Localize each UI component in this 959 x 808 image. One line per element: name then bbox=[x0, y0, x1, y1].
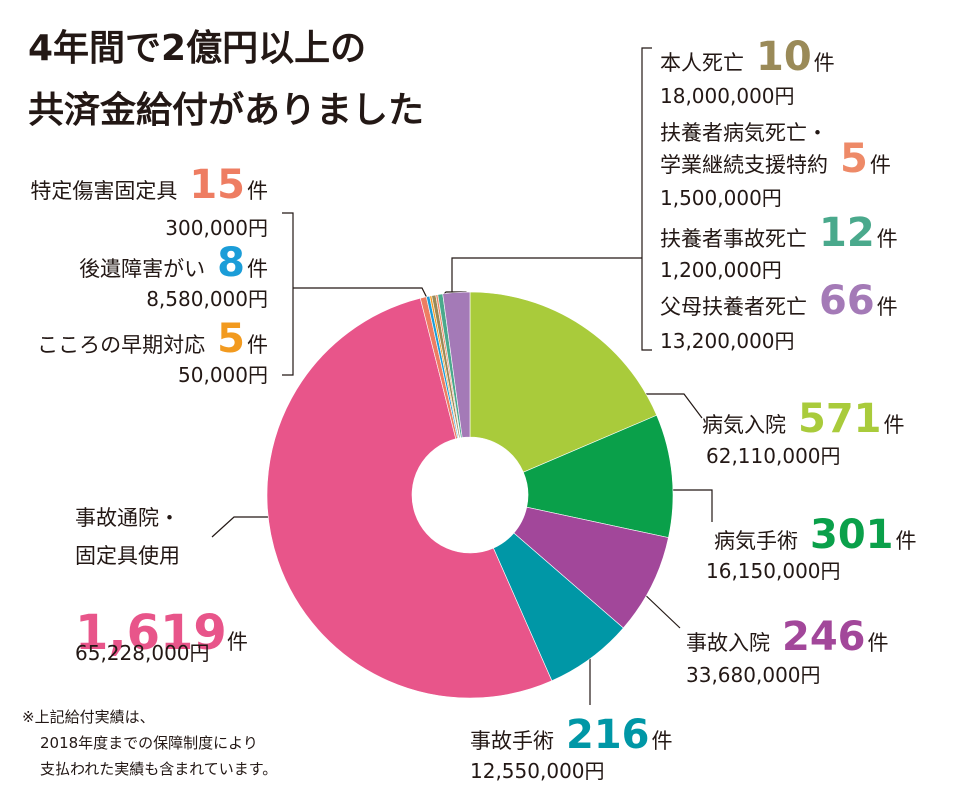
count-value: 15 bbox=[189, 162, 245, 208]
count-value: 571 bbox=[798, 396, 882, 442]
amount-label: 16,150,000円 bbox=[706, 559, 841, 583]
amount-label: 8,580,000円 bbox=[146, 287, 268, 311]
title-line: 共済金給付がありました bbox=[28, 89, 424, 131]
count-value: 5 bbox=[217, 316, 245, 362]
count-unit: 件 bbox=[884, 413, 905, 437]
category-label: 父母扶養者死亡 bbox=[660, 295, 807, 319]
count-value: 5 bbox=[840, 136, 868, 182]
category-label: 扶養者事故死亡 bbox=[660, 227, 807, 251]
count-value: 216 bbox=[566, 712, 650, 758]
category-label: 事故通院・ bbox=[75, 506, 180, 530]
leader-line bbox=[639, 589, 681, 629]
category-row: 後遺障害がい 8件 bbox=[79, 240, 268, 286]
donut-slice bbox=[442, 291, 471, 438]
category-label: 事故手術 bbox=[470, 729, 554, 753]
category-label: 扶養者病気死亡・ bbox=[660, 121, 828, 145]
footnote: 2018年度までの保障制度により bbox=[40, 734, 258, 752]
count-value: 10 bbox=[756, 34, 812, 80]
title-line: 4年間で2億円以上の bbox=[28, 28, 366, 69]
amount-label: 33,680,000円 bbox=[686, 663, 821, 687]
count-value: 246 bbox=[782, 614, 866, 660]
count-unit: 件 bbox=[227, 630, 248, 654]
count-unit: 件 bbox=[868, 631, 889, 655]
category-row: 病気入院 571件 bbox=[702, 396, 905, 442]
category-label: 事故入院 bbox=[686, 631, 770, 655]
count-unit: 件 bbox=[247, 179, 268, 203]
category-label: 病気手術 bbox=[714, 529, 798, 553]
leader-line bbox=[632, 393, 703, 419]
count-label: 1,619件 bbox=[75, 605, 248, 661]
amount-label: 1,200,000円 bbox=[660, 258, 782, 282]
count-value: 8 bbox=[217, 240, 245, 286]
count-value: 1,619 bbox=[75, 605, 227, 661]
count-unit: 件 bbox=[247, 333, 268, 357]
count-unit: 件 bbox=[652, 729, 673, 753]
category-row: 事故手術 216件 bbox=[470, 712, 673, 758]
category-row: 事故入院 246件 bbox=[686, 614, 889, 660]
category-label: 病気入院 bbox=[702, 413, 786, 437]
leader-line bbox=[672, 489, 713, 522]
amount-label: 65,228,000円 bbox=[75, 641, 210, 665]
category-row: 父母扶養者死亡 66件 bbox=[660, 278, 898, 324]
category-label: 本人死亡 bbox=[660, 51, 744, 75]
amount-label: 62,110,000円 bbox=[706, 444, 841, 468]
amount-label: 12,550,000円 bbox=[470, 759, 605, 783]
category-row: 扶養者事故死亡 12件 bbox=[660, 210, 898, 256]
count-value: 301 bbox=[810, 512, 894, 558]
category-label: 学業継続支援特約 bbox=[660, 153, 828, 177]
count-unit: 件 bbox=[814, 51, 835, 75]
donut-slice bbox=[266, 297, 553, 699]
count-value: 66 bbox=[819, 278, 875, 324]
count-unit: 件 bbox=[247, 257, 268, 281]
count-unit: 件 bbox=[896, 529, 917, 553]
category-row: 病気手術 301件 bbox=[714, 512, 917, 558]
amount-label: 1,500,000円 bbox=[660, 186, 782, 210]
bracket bbox=[282, 212, 429, 376]
category-row: こころの早期対応 5件 bbox=[37, 316, 268, 362]
category-label: 特定傷害固定具 bbox=[30, 179, 177, 203]
donut-slice bbox=[469, 291, 658, 473]
footnote: 支払われた実績も含まれています。 bbox=[40, 760, 277, 778]
category-label: 後遺障害がい bbox=[79, 257, 205, 281]
count-unit: 件 bbox=[870, 153, 891, 177]
count-unit: 件 bbox=[877, 295, 898, 319]
category-row: 学業継続支援特約 5件 bbox=[660, 136, 891, 182]
category-label: 固定具使用 bbox=[75, 544, 180, 568]
amount-label: 300,000円 bbox=[165, 216, 268, 240]
amount-label: 50,000円 bbox=[178, 363, 268, 387]
count-unit: 件 bbox=[877, 227, 898, 251]
category-row: 本人死亡 10件 bbox=[660, 34, 835, 80]
donut-slice bbox=[522, 414, 674, 538]
category-label: こころの早期対応 bbox=[37, 333, 205, 357]
amount-label: 18,000,000円 bbox=[660, 84, 795, 108]
amount-label: 13,200,000円 bbox=[660, 329, 795, 353]
count-value: 12 bbox=[819, 210, 875, 256]
footnote: ※上記給付実績は、 bbox=[22, 708, 155, 726]
category-row: 特定傷害固定具 15件 bbox=[30, 162, 268, 208]
